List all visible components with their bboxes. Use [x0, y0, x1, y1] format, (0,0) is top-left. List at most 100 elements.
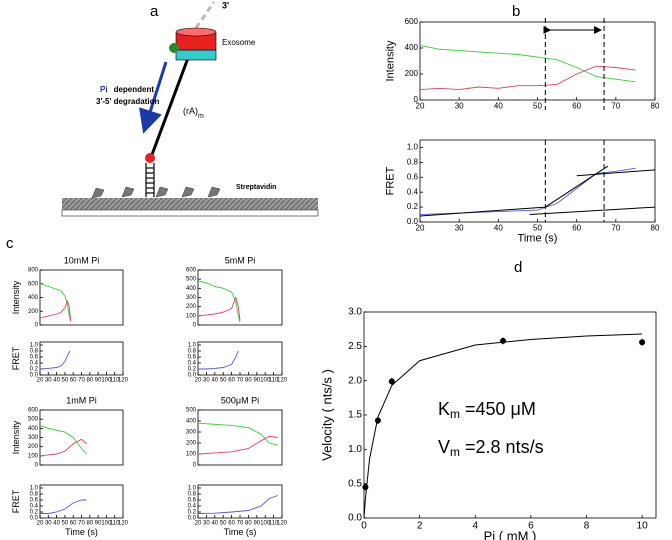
x-tick-label: 90 — [253, 377, 260, 383]
y-tick-label: 0.4 — [188, 504, 197, 510]
y-tick-label: 200 — [28, 309, 39, 315]
y-tick-label: 400 — [28, 295, 39, 301]
y-tick-label: 100 — [186, 452, 197, 458]
y-tick-label: 200 — [186, 441, 197, 447]
trace — [197, 280, 241, 323]
data-point — [388, 378, 395, 385]
exosome-top — [175, 27, 217, 37]
trace — [576, 169, 656, 177]
data-point — [362, 484, 369, 491]
y-tick-label: 0.6 — [188, 355, 197, 361]
y-axis-label: Velocity ( nts/s ) — [319, 369, 334, 461]
x-tick-label: 50 — [220, 377, 227, 383]
y-axis-label: Intensity — [11, 280, 21, 314]
x-tick-label: 120 — [277, 520, 288, 526]
data-point — [639, 339, 646, 346]
x-tick-label: 60 — [70, 377, 77, 383]
y-tick-label: 1.0 — [30, 486, 39, 492]
y-tick-label: 0 — [35, 323, 39, 329]
y-tick-label: 0.0 — [30, 516, 39, 522]
annotation: Vm =2.8 nts/s — [438, 437, 544, 459]
acceptor-dye — [145, 153, 155, 163]
x-tick-label: 80 — [245, 377, 252, 383]
y-tick-label: 800 — [28, 268, 39, 274]
x-tick-label: 60 — [572, 224, 581, 233]
x-tick-label: 30 — [45, 377, 52, 383]
x-tick-label: 4 — [472, 521, 478, 532]
x-tick-label: 20 — [195, 520, 202, 526]
annotation: Km =450 μM — [438, 399, 536, 421]
y-axis-label: FRET — [11, 346, 21, 370]
trace — [529, 206, 656, 216]
y-tick-label: 2.5 — [348, 341, 362, 352]
y-tick-label: 0.6 — [407, 172, 419, 181]
trace — [419, 165, 609, 217]
x-axis-label: Time (s) — [224, 527, 257, 537]
y-tick-label: 0.0 — [348, 513, 362, 524]
trace — [419, 167, 636, 215]
plot-frame — [39, 409, 124, 466]
y-tick-label: 500 — [186, 408, 197, 414]
x-tick-label: 120 — [118, 377, 129, 383]
x-tick-label: 30 — [203, 520, 210, 526]
x-tick-label: 8 — [584, 521, 590, 532]
x-tick-label: 50 — [62, 377, 69, 383]
rna-strand — [148, 57, 190, 161]
y-tick-label: 0.8 — [188, 492, 197, 498]
trace — [39, 438, 87, 457]
trace — [419, 44, 636, 83]
y-tick-label: 200 — [28, 444, 39, 450]
y-tick-label: 600 — [186, 268, 197, 274]
y-tick-label: 0 — [193, 323, 197, 329]
y-tick-label: 0.2 — [188, 367, 197, 373]
y-tick-label: 0.6 — [30, 355, 39, 361]
label: (rA)m — [183, 106, 204, 119]
x-tick-label: 50 — [62, 520, 69, 526]
y-axis-label: FRET — [11, 489, 21, 513]
y-axis-label: Intensity — [11, 420, 21, 454]
panel-label: d — [514, 259, 522, 276]
x-tick-label: 40 — [53, 520, 60, 526]
x-tick-label: 60 — [228, 520, 235, 526]
y-tick-label: 400 — [186, 419, 197, 425]
x-tick-label: 80 — [651, 224, 660, 233]
y-tick-label: 600 — [405, 17, 419, 26]
y-tick-label: 300 — [186, 295, 197, 301]
x-tick-label: 30 — [455, 224, 464, 233]
trace — [198, 350, 239, 370]
y-tick-label: 0 — [414, 95, 419, 104]
x-tick-label: 60 — [228, 377, 235, 383]
y-tick-label: 1.0 — [188, 343, 197, 349]
y-tick-label: 0.2 — [30, 510, 39, 516]
y-tick-label: 1.0 — [30, 343, 39, 349]
x-tick-label: 80 — [86, 377, 93, 383]
x-tick-label: 10 — [637, 521, 649, 532]
x-tick-label: 60 — [70, 520, 77, 526]
streptavidin-icons — [91, 186, 221, 199]
x-tick-label: 70 — [611, 224, 620, 233]
y-tick-label: 0.4 — [407, 187, 419, 196]
y-tick-label: 200 — [405, 69, 419, 78]
y-tick-label: 0.6 — [188, 498, 197, 504]
x-tick-label: 40 — [494, 224, 503, 233]
annotation: V — [438, 437, 450, 457]
y-tick-label: 2.0 — [348, 375, 362, 386]
label: m — [198, 113, 204, 120]
plot-frame — [39, 341, 124, 376]
x-tick-label: 40 — [494, 102, 503, 111]
x-tick-label: 80 — [651, 102, 660, 111]
chart-title: 500μM Pi — [221, 395, 259, 405]
y-tick-label: 500 — [186, 277, 197, 283]
x-tick-label: 120 — [277, 377, 288, 383]
x-axis-label: Pi ( mM ) — [484, 528, 537, 540]
y-tick-label: 3.0 — [348, 307, 362, 318]
x-tick-label: 110 — [110, 377, 120, 383]
y-tick-label: 0.0 — [188, 373, 197, 379]
x-tick-label: 2 — [417, 521, 423, 532]
x-tick-label: 120 — [118, 520, 129, 526]
x-tick-label: 50 — [533, 102, 542, 111]
y-tick-label: 0.8 — [30, 492, 39, 498]
x-tick-label: 70 — [237, 377, 244, 383]
x-tick-label: 50 — [220, 520, 227, 526]
